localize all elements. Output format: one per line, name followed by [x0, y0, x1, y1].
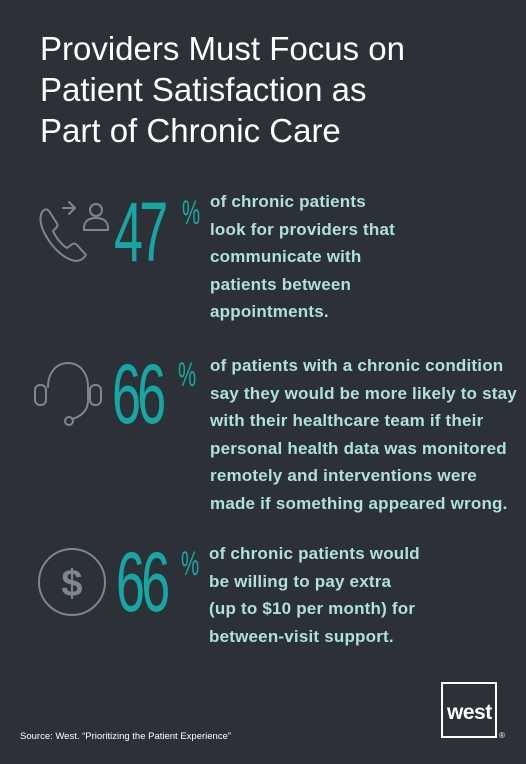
- percent-sign: %: [182, 194, 201, 232]
- logo-text: west: [447, 701, 492, 724]
- description-line: between-visit support.: [209, 626, 394, 646]
- registered-mark: ®: [499, 731, 505, 740]
- description-line: say they would be more likely to stay: [210, 383, 517, 403]
- description-line: remotely and interventions were: [210, 466, 477, 485]
- title-line: Part of Chronic Care: [40, 112, 341, 149]
- description-line: of chronic patients: [210, 192, 366, 211]
- west-logo: west: [441, 682, 497, 738]
- description-line: of patients with a chronic condition: [210, 356, 504, 375]
- dollar-coin-icon: $: [36, 546, 108, 618]
- percent-sign: %: [181, 545, 200, 583]
- title-line: Providers Must Focus on: [40, 30, 405, 67]
- description-line: made if something appeared wrong.: [210, 493, 508, 513]
- stat-description: of chronic patients would be willing to …: [209, 540, 420, 650]
- svg-text:$: $: [61, 563, 82, 605]
- title-line: Patient Satisfaction as: [40, 71, 367, 108]
- description-line: look for providers that: [210, 219, 396, 239]
- phone-contact-icon: [36, 194, 112, 264]
- description-line: with their healthcare team if their: [210, 411, 484, 430]
- source-citation: Source: West. “Prioritizing the Patient …: [20, 731, 232, 742]
- stat-description: of chronic patients look for providers t…: [210, 188, 395, 326]
- headset-support-icon: [30, 355, 106, 429]
- description-line: be willing to pay extra: [209, 571, 392, 591]
- description-line: (up to $10 per month) for: [209, 599, 416, 618]
- stat-number: 47: [114, 185, 168, 279]
- stat-number: 66: [116, 535, 170, 629]
- percent-sign: %: [178, 356, 197, 394]
- description-line: personal health data was monitored: [210, 438, 507, 458]
- stat-number: 66: [112, 347, 166, 441]
- description-line: communicate with: [210, 247, 362, 266]
- description-line: of chronic patients would: [209, 544, 420, 563]
- stat-description: of patients with a chronic condition say…: [210, 352, 517, 517]
- description-line: patients between: [210, 274, 352, 294]
- page-title: Providers Must Focus on Patient Satisfac…: [40, 28, 500, 151]
- description-line: appointments.: [210, 302, 329, 321]
